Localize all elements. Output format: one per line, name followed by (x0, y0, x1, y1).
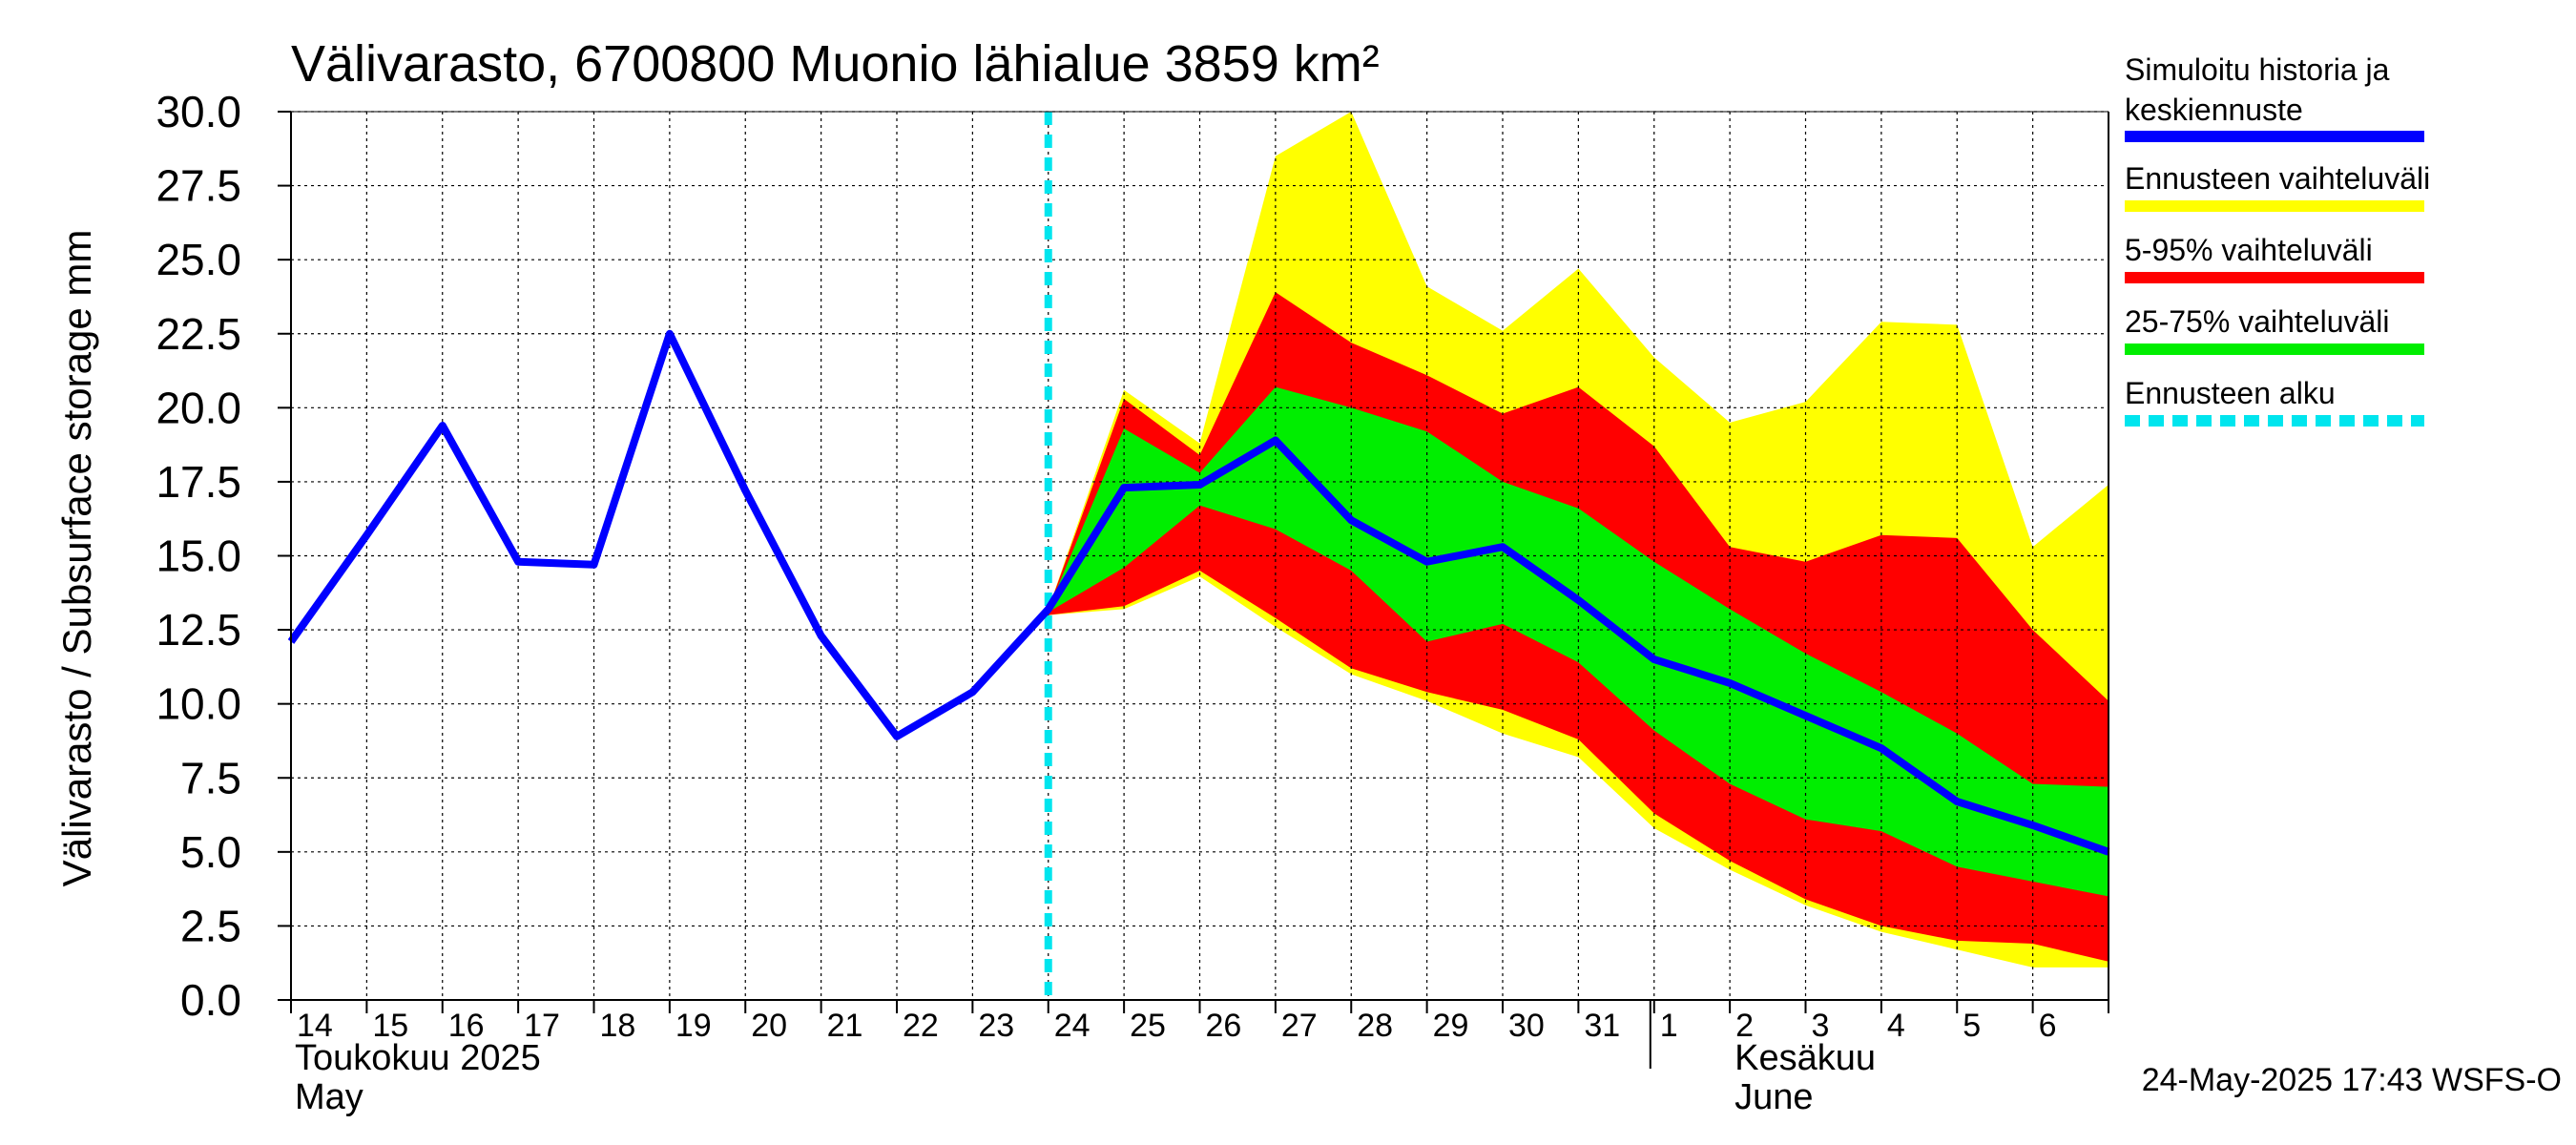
legend-layer: Simuloitu historia ja keskiennuste Ennuste… (2125, 52, 2430, 427)
legend-label: Ennusteen vaihteluväli (2125, 161, 2430, 196)
y-tick-label: 17.5 (156, 457, 241, 507)
x-tick-label: 20 (751, 1008, 787, 1044)
x-tick-label: 24 (1054, 1008, 1091, 1044)
x-tick-label: 4 (1887, 1008, 1905, 1044)
y-tick-label: 5.0 (180, 827, 241, 877)
y-tick-label: 12.5 (156, 605, 241, 655)
line-layer (287, 329, 2110, 856)
x-tick-label: 23 (978, 1008, 1014, 1044)
x-tick-label: 22 (903, 1008, 939, 1044)
series-line (287, 329, 2110, 856)
x-tick-label: 21 (827, 1008, 863, 1044)
legend-label: 25-75% vaihteluväli (2125, 304, 2390, 339)
x-tick-label: 27 (1281, 1008, 1318, 1044)
x-tick-label: 29 (1433, 1008, 1469, 1044)
chart-title: Välivarasto, 6700800 Muonio lähialue 385… (291, 35, 1380, 93)
y-tick-label: 10.0 (156, 679, 241, 729)
x-tick-label: 30 (1508, 1008, 1545, 1044)
y-tick-label: 7.5 (180, 753, 241, 802)
x-tick-label: 17 (524, 1008, 560, 1044)
x-tick-label: 28 (1357, 1008, 1393, 1044)
y-tick-label: 30.0 (156, 87, 241, 136)
legend-label: Simuloitu historia ja (2125, 52, 2390, 87)
x-tick-label: 6 (2039, 1008, 2057, 1044)
x-tick-label: 3 (1812, 1008, 1830, 1044)
month-label: Kesäkuu (1735, 1038, 1876, 1078)
y-tick-label: 0.0 (180, 975, 241, 1025)
month-label: Toukokuu 2025 (295, 1038, 541, 1078)
legend-label: Ennusteen alku (2125, 376, 2336, 410)
legend-label: keskiennuste (2125, 93, 2303, 127)
x-tick-label: 19 (675, 1008, 712, 1044)
x-tick-label: 5 (1963, 1008, 1981, 1044)
x-tick-label: 26 (1206, 1008, 1242, 1044)
y-tick-label: 27.5 (156, 161, 241, 211)
y-tick-label: 20.0 (156, 383, 241, 432)
x-tick-label: 18 (600, 1008, 636, 1044)
x-tick-label: 2 (1735, 1008, 1754, 1044)
x-tick-label: 16 (448, 1008, 485, 1044)
x-tick-label: 25 (1130, 1008, 1166, 1044)
x-tick-label: 31 (1584, 1008, 1620, 1044)
y-tick-label: 15.0 (156, 531, 241, 581)
y-tick-label: 2.5 (180, 901, 241, 950)
ticks-layer: 0.0 2.5 5.0 7.5 10.0 12.5 15.0 17.5 20.0 22.5 25.0… (156, 87, 2109, 1117)
y-tick-label: 25.0 (156, 235, 241, 284)
x-tick-label: 15 (372, 1008, 408, 1044)
timestamp: 24-May-2025 17:43 WSFS-O (2142, 1062, 2562, 1098)
y-axis-label: Välivarasto / Subsurface storage mm (54, 230, 99, 887)
month-label: May (295, 1077, 364, 1117)
x-tick-label: 1 (1660, 1008, 1678, 1044)
x-tick-label: 14 (297, 1008, 333, 1044)
y-tick-label: 22.5 (156, 309, 241, 359)
month-label: June (1735, 1077, 1813, 1117)
legend-label: 5-95% vaihteluväli (2125, 233, 2373, 267)
